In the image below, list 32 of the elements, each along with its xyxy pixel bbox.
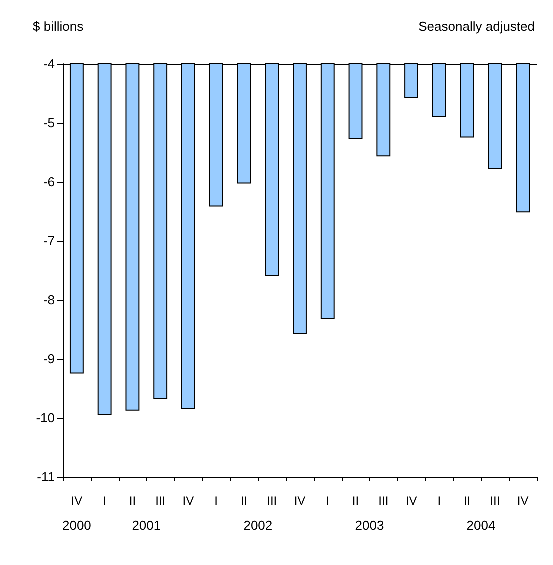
text: 2003 xyxy=(355,518,384,533)
text: 2002 xyxy=(244,518,273,533)
x-tick-label: II xyxy=(240,494,248,508)
x-tick-label: IV xyxy=(517,494,529,508)
x-tick-label: IV xyxy=(294,494,306,508)
text: 2000 xyxy=(62,518,92,533)
y-tick-label: -11 xyxy=(37,470,55,484)
x-tick-label: IV xyxy=(406,494,418,508)
y-tick-label: -5 xyxy=(43,116,55,130)
text: 2004 xyxy=(466,518,496,533)
x-tick-label: II xyxy=(129,494,136,508)
x-tick-label: IV xyxy=(71,494,83,508)
y-tick-label: -8 xyxy=(43,292,55,308)
y-axis-title: $ billions xyxy=(33,19,84,34)
x-tick-label: I xyxy=(438,494,442,508)
text: 2001 xyxy=(132,518,162,533)
y-tick-label: -9 xyxy=(43,352,55,366)
x-tick-label: I xyxy=(326,494,330,508)
x-tick-label: I xyxy=(214,494,218,508)
x-tick-label: III xyxy=(378,494,389,508)
x-tick-label: I xyxy=(103,494,106,508)
x-tick-label: III xyxy=(490,494,500,508)
y-tick-label: -6 xyxy=(43,174,55,190)
y-tick-label: -4 xyxy=(43,56,55,72)
y-tick-label: -10 xyxy=(36,410,55,426)
x-tick-label: II xyxy=(352,494,360,508)
x-tick-label: II xyxy=(464,494,471,508)
x-tick-label: III xyxy=(156,494,166,508)
chart-subtitle: Seasonally adjusted xyxy=(418,19,535,34)
x-tick-label: IV xyxy=(182,494,194,508)
x-tick-label: III xyxy=(267,494,278,508)
y-tick-label: -7 xyxy=(43,234,55,248)
